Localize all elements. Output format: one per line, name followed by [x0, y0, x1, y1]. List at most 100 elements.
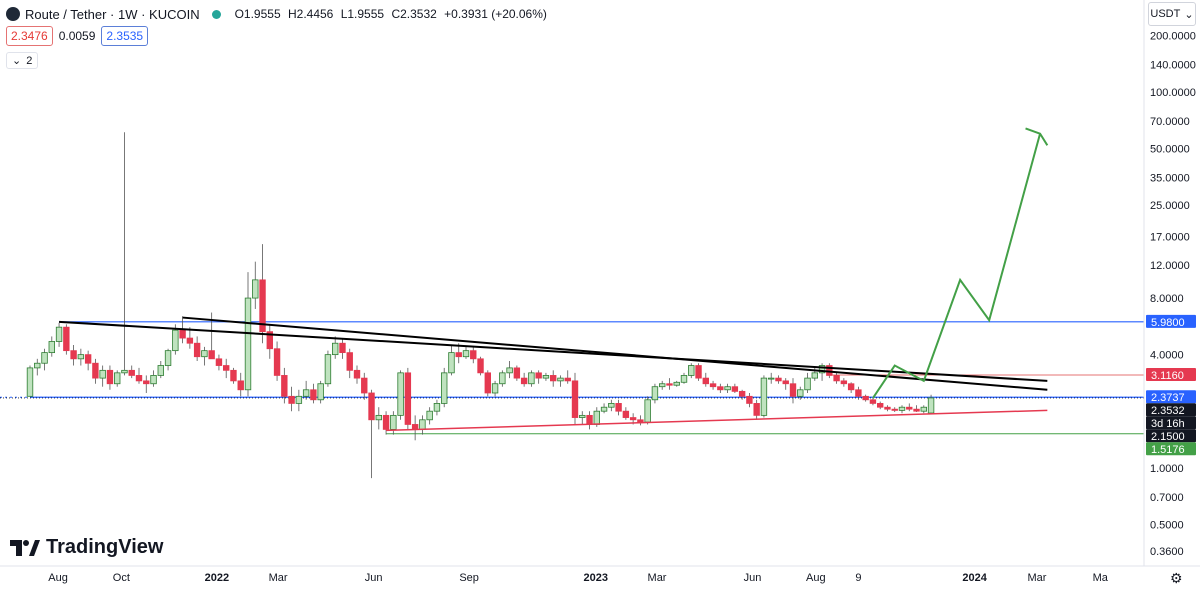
- candle-body: [208, 350, 215, 360]
- candle-up: [688, 363, 695, 379]
- time-tick-label: 2024: [962, 572, 987, 584]
- candle-body: [186, 337, 194, 344]
- candle-down: [564, 370, 571, 384]
- price-tick-label: 35.0000: [1150, 173, 1190, 185]
- candle-body: [506, 367, 513, 374]
- candle-up: [768, 372, 775, 384]
- candle-body: [477, 358, 484, 374]
- candle-down: [550, 370, 557, 387]
- candle-up: [557, 375, 564, 387]
- candle-down: [404, 367, 412, 430]
- price-tick-label: 1.0000: [1150, 463, 1184, 475]
- candle-body: [862, 395, 869, 401]
- candle-body: [629, 417, 637, 421]
- candle-down: [906, 403, 913, 412]
- sell-price-button[interactable]: 2.3476: [6, 26, 53, 46]
- candles: [26, 132, 935, 479]
- candle-up: [608, 399, 615, 412]
- candle-up: [397, 370, 404, 420]
- symbol-header[interactable]: Route / Tether · 1W · KUCOIN O1.9555 H2.…: [6, 4, 551, 24]
- candle-down: [571, 372, 579, 425]
- candle-body: [375, 414, 382, 421]
- candle-down: [622, 407, 630, 420]
- settings-gear-icon[interactable]: ⚙: [1170, 570, 1183, 586]
- candle-body: [215, 358, 223, 366]
- symbol-title[interactable]: Route / Tether · 1W · KUCOIN: [25, 6, 200, 22]
- candle-body: [789, 383, 797, 397]
- candle-body: [411, 424, 419, 430]
- candle-body: [244, 297, 252, 391]
- candle-down: [738, 389, 746, 400]
- candle-body: [746, 395, 753, 404]
- candle-up: [419, 415, 426, 435]
- time-tick-label: Mar: [269, 572, 288, 584]
- candle-body: [84, 354, 92, 364]
- price-tag-label: 2.3532: [1151, 405, 1185, 417]
- candle-down: [862, 394, 869, 402]
- candle-up: [680, 372, 688, 384]
- candle-body: [128, 369, 135, 376]
- candle-body: [920, 406, 927, 412]
- price-tag: 3d 16h: [1146, 416, 1196, 430]
- candle-down: [833, 372, 840, 384]
- time-axis[interactable]: Aug Oct 2022 Mar Jun Sep 2023 Mar Jun Aug 9 2024 Mar…: [48, 572, 1109, 584]
- candle-up: [673, 380, 680, 387]
- candle-body: [382, 414, 390, 430]
- candle-body: [433, 403, 441, 412]
- close-value: C2.3532: [391, 7, 437, 21]
- candle-down: [215, 354, 223, 371]
- projection-arrowhead: [1025, 127, 1049, 146]
- time-tick-label: 2022: [205, 572, 229, 584]
- price-tag-label: 3d 16h: [1151, 418, 1185, 430]
- candle-down: [847, 382, 855, 393]
- candle-up: [920, 405, 927, 414]
- price-axis[interactable]: 200.0000 140.0000 100.0000 70.0000 50.0000 35…: [1150, 30, 1196, 558]
- candle-down: [746, 392, 753, 408]
- candle-down: [353, 365, 361, 384]
- price-tag-bg: [1146, 314, 1196, 328]
- candle-body: [201, 350, 208, 358]
- candle-body: [281, 375, 288, 397]
- candle-body: [259, 279, 266, 333]
- price-tag-bg: [1146, 416, 1196, 430]
- candle-down: [695, 363, 702, 381]
- candle-body: [26, 367, 34, 397]
- candle-body: [608, 403, 615, 408]
- candle-body: [557, 377, 564, 382]
- candle-up: [433, 399, 441, 416]
- candle-body: [353, 369, 361, 379]
- candle-up: [41, 348, 48, 371]
- chevron-down-icon: ⌄: [1184, 8, 1194, 21]
- candle-body: [579, 414, 586, 418]
- candle-down: [143, 375, 150, 393]
- candle-up: [252, 261, 259, 309]
- time-tick-label: Sep: [459, 572, 479, 584]
- buy-price-button[interactable]: 2.3535: [101, 26, 149, 46]
- projection-path: [872, 127, 1049, 399]
- price-tag: 2.3532: [1146, 403, 1196, 417]
- candle-body: [426, 410, 433, 421]
- price-tick-label: 17.0000: [1150, 232, 1190, 244]
- candle-body: [470, 350, 477, 360]
- candle-up: [121, 132, 128, 376]
- candle-up: [724, 383, 731, 393]
- candle-down: [128, 365, 135, 379]
- candle-body: [106, 369, 114, 385]
- price-tick-label: 70.0000: [1150, 116, 1190, 128]
- candle-up: [150, 370, 157, 387]
- price-tag: 5.9800: [1146, 314, 1196, 329]
- candle-body: [891, 408, 898, 411]
- candle-up: [164, 348, 172, 371]
- price-tick-label: 140.0000: [1150, 60, 1196, 72]
- candle-up: [324, 350, 332, 387]
- candle-body: [855, 389, 862, 397]
- candle-up: [201, 346, 208, 366]
- candle-up: [659, 380, 666, 390]
- logo-text: TradingView: [46, 536, 164, 558]
- candle-body: [491, 383, 499, 394]
- currency-select[interactable]: USDT ⌄: [1148, 2, 1196, 26]
- candle-body: [404, 372, 412, 425]
- candle-up: [34, 358, 41, 376]
- indicators-toggle[interactable]: ⌄ 2: [6, 52, 39, 69]
